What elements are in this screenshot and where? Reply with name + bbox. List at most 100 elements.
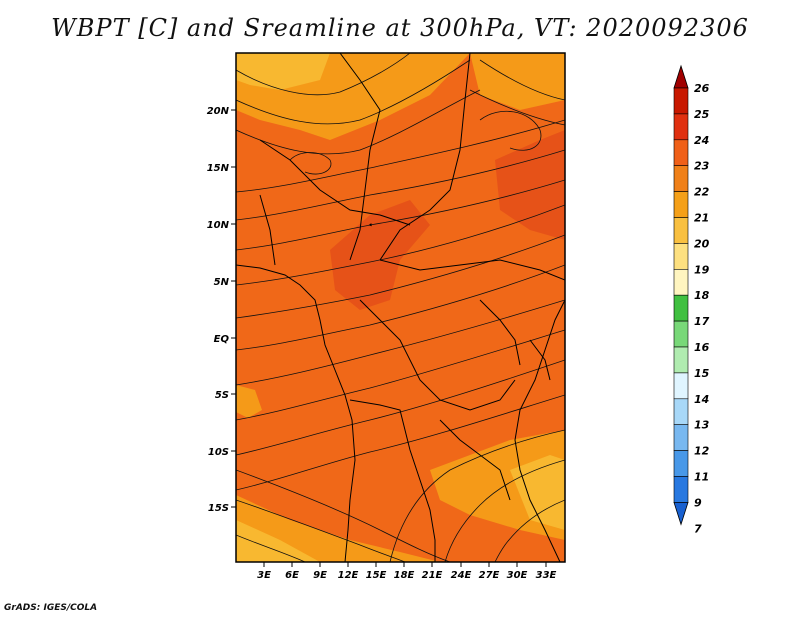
colorbar-label: 22 — [694, 186, 710, 199]
lat-axis: 20N 15N 10N 5N EQ 5S 10S 15S — [207, 106, 236, 514]
field-cool-west — [236, 385, 262, 418]
field-warm-center — [330, 200, 430, 310]
streamline — [479, 111, 542, 151]
colorbar-label: 26 — [694, 82, 710, 95]
colorbar-label: 7 — [694, 522, 702, 535]
colorbar-label: 19 — [694, 263, 710, 276]
colorbar-label: 12 — [694, 445, 710, 458]
lon-label: 6E — [285, 570, 299, 581]
field-cooler-south — [236, 520, 320, 562]
colorbar-swatch — [673, 139, 689, 167]
colorbar-swatch — [673, 294, 689, 322]
lat-label: 10S — [208, 447, 229, 458]
streamline — [236, 469, 451, 562]
lat-label: EQ — [214, 334, 230, 345]
lat-label: 15S — [208, 503, 229, 514]
streamline — [236, 264, 565, 351]
streamline — [469, 89, 565, 126]
lon-label: 33E — [536, 570, 557, 581]
border — [259, 194, 276, 266]
streamline — [236, 329, 565, 421]
colorbar-swatch — [673, 424, 689, 451]
colorbar-label: 21 — [694, 212, 709, 225]
colorbar: 26 25 24 23 22 21 20 19 18 17 16 15 14 13 12 11 9 7 — [673, 64, 710, 535]
streamline — [236, 149, 565, 221]
border — [439, 419, 511, 501]
streamline — [289, 152, 332, 175]
field-warm-east — [495, 130, 565, 240]
border — [339, 53, 381, 261]
streamline — [236, 204, 565, 286]
field-cool-northeast — [470, 53, 565, 110]
colorbar-label: 23 — [694, 160, 710, 173]
colorbar-label: 15 — [694, 367, 710, 380]
streamline — [236, 534, 306, 562]
colorbar-swatch — [673, 346, 689, 374]
border — [359, 299, 516, 411]
lon-label: 9E — [313, 570, 327, 581]
colorbar-label: 13 — [694, 419, 710, 432]
colorbar-swatch — [673, 320, 689, 348]
lon-label: 21E — [422, 570, 443, 581]
colorbar-swatch — [673, 372, 689, 400]
streamline — [236, 119, 565, 193]
colorbar-label: 20 — [694, 237, 710, 250]
colorbar-swatch — [673, 268, 689, 296]
colorbar-label: 9 — [694, 496, 702, 509]
border — [529, 339, 551, 381]
streamline — [236, 89, 481, 155]
colorbar-label: 25 — [694, 108, 710, 121]
lon-label: 18E — [394, 570, 415, 581]
colorbar-label: 16 — [694, 341, 710, 354]
colorbar-swatch — [673, 87, 689, 115]
wbpt-field — [236, 53, 565, 562]
lon-label: 12E — [338, 570, 359, 581]
streamline — [479, 59, 565, 101]
colorbar-swatch — [673, 113, 689, 141]
coastline-east — [514, 299, 565, 562]
border — [259, 139, 411, 226]
lon-label: 24E — [451, 570, 472, 581]
field-cooler-southeast — [510, 455, 565, 530]
colorbar-swatch — [673, 450, 689, 477]
lon-axis: 3E 6E 9E 12E 15E 18E 21E 24E 27E 30E 33E — [257, 562, 557, 581]
border — [349, 399, 436, 562]
border — [479, 299, 521, 366]
streamline — [494, 499, 565, 562]
lat-label: 5S — [215, 390, 229, 401]
colorbar-swatch — [673, 191, 689, 218]
streamline — [236, 394, 565, 491]
borders — [236, 53, 565, 562]
colorbar-label: 24 — [694, 134, 709, 147]
lon-label: 30E — [507, 570, 528, 581]
lon-label: 27E — [479, 570, 500, 581]
colorbar-swatch — [673, 165, 689, 192]
colorbar-label: 11 — [694, 471, 709, 484]
border — [379, 53, 471, 261]
streamline — [236, 359, 565, 456]
colorbar-swatch — [673, 476, 689, 503]
coastline-west — [236, 264, 356, 562]
chart-title: WBPT [C] and Sreamline at 300hPa, VT: 20… — [51, 14, 749, 42]
colorbar-swatch — [673, 217, 689, 244]
footer-credit: GrADS: IGES/COLA — [4, 603, 98, 613]
streamline — [236, 53, 411, 96]
lat-label: 15N — [207, 163, 230, 174]
colorbar-label: 17 — [694, 315, 710, 328]
lat-label: 5N — [214, 277, 230, 288]
streamline — [236, 179, 565, 251]
colorbar-label: 18 — [694, 289, 710, 302]
colorbar-swatch — [673, 243, 689, 270]
lat-label: 20N — [207, 106, 230, 117]
streamline — [236, 299, 565, 386]
field-cooler-north — [236, 53, 330, 90]
lon-label: 3E — [257, 570, 271, 581]
lon-label: 15E — [366, 570, 387, 581]
streamlines — [236, 53, 565, 562]
streamline — [389, 429, 565, 562]
map-frame — [235, 52, 566, 563]
colorbar-swatch — [673, 398, 689, 425]
streamline — [236, 234, 565, 319]
lat-label: 10N — [207, 220, 230, 231]
